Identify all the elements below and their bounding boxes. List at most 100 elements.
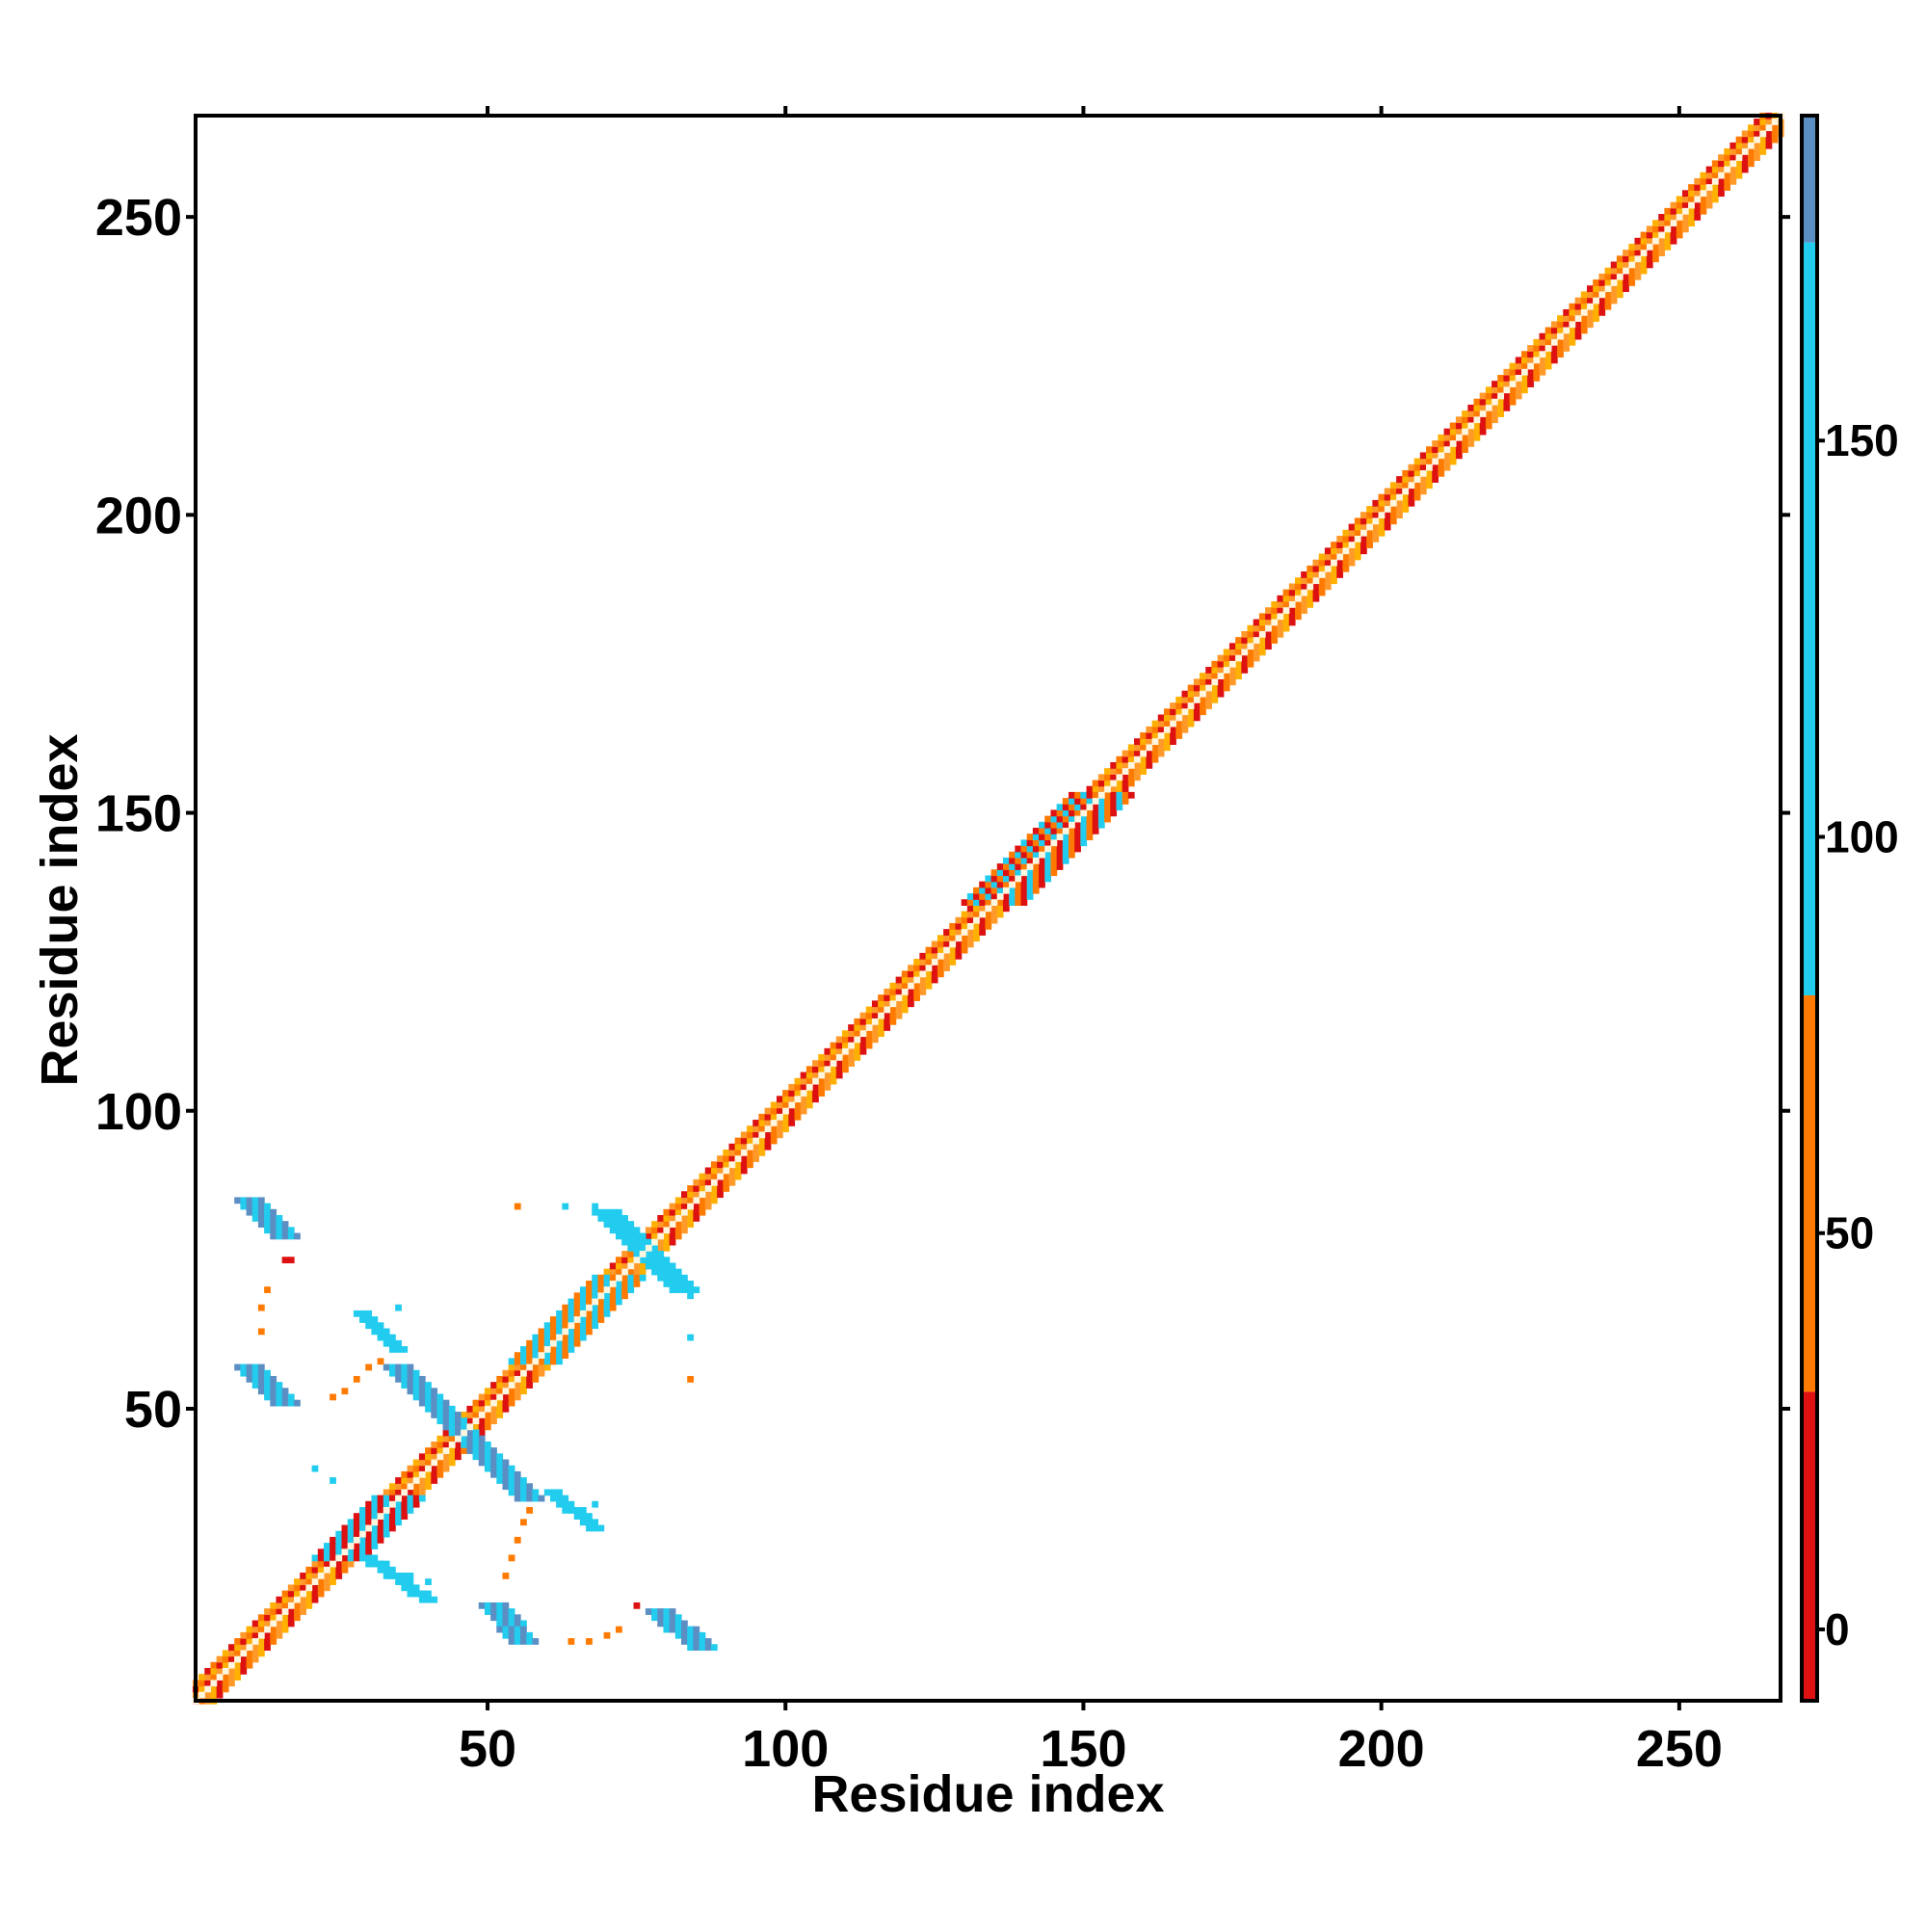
contact-cell [549, 1316, 557, 1323]
contact-cell [1402, 482, 1410, 490]
contact-cell [1002, 863, 1010, 870]
diagonal-cell [1235, 654, 1242, 662]
diagonal-cell [568, 1322, 575, 1330]
diagonal-cell [395, 1495, 402, 1502]
contact-cell [264, 1608, 271, 1615]
contact-cell [251, 1197, 259, 1204]
contact-cell [251, 1363, 259, 1371]
contact-cell [1086, 834, 1094, 840]
contact-cell [508, 1470, 515, 1478]
contact-cell [961, 935, 968, 942]
contact-cell [919, 959, 927, 966]
contact-cell [651, 1251, 658, 1257]
diagonal-cell [508, 1382, 515, 1389]
contact-cell [1563, 345, 1571, 352]
contact-cell [1127, 750, 1135, 757]
contact-cell [1068, 815, 1075, 823]
scatter-contact-cell [586, 1638, 593, 1645]
contact-cell [556, 1328, 563, 1336]
contact-cell [961, 946, 968, 954]
contact-cell [1515, 386, 1522, 394]
contact-cell [359, 1513, 366, 1520]
contact-cell [1479, 404, 1487, 411]
contact-cell [401, 1573, 409, 1579]
contact-cell [538, 1328, 545, 1336]
contact-cell [1557, 338, 1564, 346]
contact-cell [830, 1047, 837, 1055]
contact-cell [466, 1417, 474, 1425]
contact-cell [1527, 345, 1534, 352]
contact-cell [603, 1274, 611, 1282]
contact-cell [854, 1018, 861, 1025]
contact-cell [1705, 190, 1713, 198]
contact-cell [436, 1465, 444, 1472]
contact-cell [865, 1036, 873, 1044]
contact-cell [401, 1513, 409, 1520]
contact-cell [723, 1178, 730, 1186]
contact-cell [1187, 720, 1195, 728]
contact-cell [752, 1131, 760, 1139]
contact-cell [1092, 815, 1099, 823]
contact-cell [502, 1405, 510, 1413]
contact-cell [1598, 279, 1606, 286]
contact-cell [365, 1322, 373, 1330]
contact-cell [1044, 857, 1052, 864]
contact-cell [1724, 177, 1731, 185]
contact-cell [1628, 279, 1636, 286]
contact-cell [1104, 791, 1111, 799]
contact-cell [985, 875, 992, 883]
contact-cell [1146, 726, 1153, 733]
contact-cell [1664, 214, 1672, 221]
contact-cell [526, 1495, 534, 1502]
contact-cell [251, 1620, 259, 1628]
contact-cell [228, 1655, 235, 1663]
contact-cell [1110, 791, 1118, 799]
contact-cell [407, 1363, 414, 1371]
contact-cell [758, 1137, 766, 1145]
contact-cell [1217, 678, 1225, 686]
contact-cell [1092, 804, 1099, 811]
contact-cell [1265, 619, 1272, 626]
contact-cell [330, 1566, 336, 1574]
contact-cell [1580, 303, 1588, 310]
contact-cell [287, 1232, 295, 1240]
contact-cell [330, 1536, 336, 1544]
diagonal-cell [311, 1578, 319, 1586]
contact-cell [1265, 630, 1272, 638]
contact-cell [1068, 834, 1075, 840]
contact-cell [1360, 517, 1367, 525]
diagonal-cell [1640, 250, 1648, 256]
contact-cell [1002, 869, 1010, 877]
contact-cell [663, 1244, 671, 1252]
contact-cell [1557, 315, 1564, 322]
contact-cell [496, 1412, 504, 1418]
contact-cell [1205, 673, 1213, 680]
contact-cell [1408, 469, 1415, 477]
contact-cell [937, 946, 944, 954]
diagonal-cell [287, 1601, 295, 1609]
contact-cell [1080, 828, 1088, 834]
contact-cell [835, 1060, 843, 1067]
contact-cell [1724, 154, 1731, 161]
contact-cell [704, 1638, 712, 1645]
contact-cell [1372, 512, 1380, 519]
contact-cell [699, 1638, 706, 1645]
contact-cell [955, 946, 963, 954]
contact-cell [520, 1382, 527, 1389]
diagonal-cell [1462, 428, 1468, 436]
contact-cell [966, 940, 974, 948]
contact-cell [1002, 893, 1010, 900]
contact-cell [1593, 315, 1599, 322]
contact-cell [383, 1513, 390, 1520]
contact-cell [311, 1590, 319, 1598]
contact-cell [425, 1447, 432, 1454]
contact-cell [848, 1054, 855, 1061]
contact-cell [966, 893, 974, 900]
contact-cell [222, 1680, 229, 1687]
contact-cell [1331, 547, 1337, 555]
scatter-contact-cell [311, 1465, 319, 1472]
contact-cell [1271, 601, 1279, 608]
contact-cell [747, 1161, 753, 1169]
contact-cell [1491, 410, 1498, 417]
contact-cell [1217, 667, 1225, 674]
